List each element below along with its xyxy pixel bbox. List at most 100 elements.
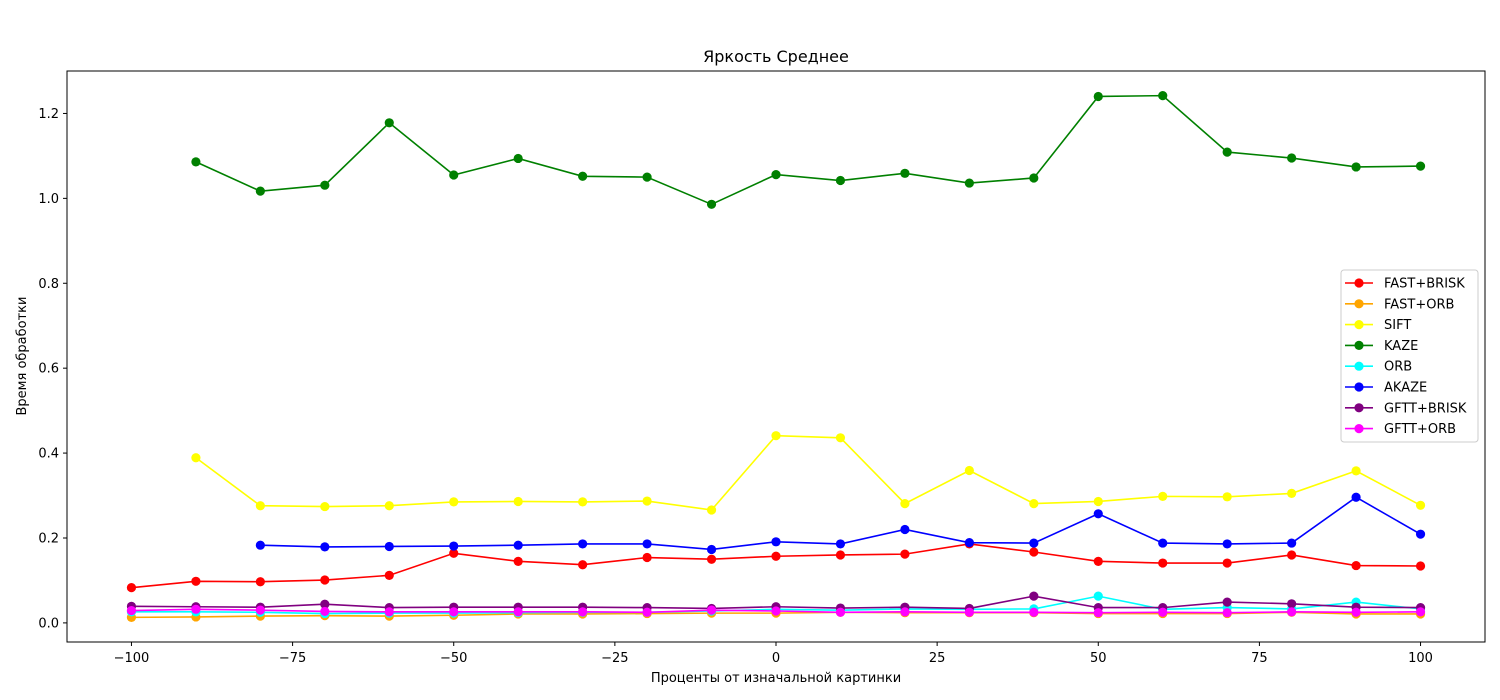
y-tick-label: 1.2 [38,107,59,122]
data-point [642,172,652,182]
series-line [195,434,1421,511]
data-point [255,186,265,196]
x-axis-label: Проценты от изначальной картинки [651,671,901,686]
series-kaze [191,91,1426,209]
data-point [1093,608,1103,618]
data-point [449,497,459,507]
data-point [578,497,588,507]
series-gftt-orb [126,604,1426,618]
data-point [320,575,330,585]
data-point [1029,591,1039,601]
legend-marker [1354,382,1364,392]
x-tick-label: 0 [772,651,780,666]
data-point [835,607,846,617]
data-point [449,170,459,180]
data-point [642,607,652,617]
data-point [964,538,974,548]
data-point [1093,496,1103,507]
legend-marker [1354,320,1364,330]
data-point [384,607,394,617]
legend-item: GFTT+ORB [1345,422,1456,437]
x-tick-label: −25 [601,651,628,666]
data-point [964,178,974,188]
data-point [1029,547,1039,557]
data-point [835,550,846,560]
data-point [706,505,717,515]
data-point [1351,607,1361,617]
data-point [771,537,781,547]
data-point [900,607,910,617]
legend-item: SIFT [1345,318,1411,333]
data-point [706,199,717,209]
x-tick-label: 100 [1408,651,1433,666]
legend-item: AKAZE [1345,381,1427,396]
data-point [1287,599,1297,609]
data-point [642,496,652,506]
data-point [320,501,330,512]
data-point [1158,491,1168,501]
legend-item: GFTT+BRISK [1345,401,1467,416]
data-point [513,556,523,566]
data-point [1415,561,1426,571]
legend-label: FAST+ORB [1384,297,1454,312]
data-point [1029,173,1039,183]
data-point [191,157,201,167]
data-point [1415,161,1426,171]
legend: FAST+BRISK FAST+ORB SIFT KAZE ORB AKAZE GFTT+B… [1340,269,1479,443]
y-tick-label: 0.2 [38,531,59,546]
data-point [1222,539,1232,549]
y-tick-label: 0.8 [38,277,59,292]
data-point [1287,607,1297,617]
data-point [642,552,652,563]
y-axis: 0.0 0.2 0.4 0.6 0.8 1.0 1.2 [38,107,67,631]
legend-item: ORB [1345,360,1412,375]
data-point [1093,509,1103,519]
data-point [578,607,588,617]
data-point [255,540,265,550]
legend-marker [1354,424,1364,434]
x-tick-label: −75 [279,651,306,666]
series-sift [191,431,1426,515]
data-point [1415,529,1426,539]
legend-marker [1354,299,1364,309]
data-point [578,560,588,570]
data-point [449,607,459,617]
legend-label: KAZE [1384,339,1418,354]
data-point [964,607,974,617]
data-point [191,576,201,586]
data-point [1287,550,1297,560]
data-point [449,541,459,551]
legend-box [1340,269,1479,443]
legend-label: ORB [1384,360,1412,375]
legend-marker [1354,361,1364,371]
data-point [320,542,330,552]
data-point [1158,558,1168,568]
data-point [900,549,910,559]
data-point [191,604,201,614]
x-tick-label: 25 [929,651,946,666]
x-tick-label: −100 [114,651,150,666]
data-point [384,501,394,511]
data-point [1287,538,1297,548]
data-point [900,524,910,535]
data-point [255,605,265,615]
data-point [126,583,137,593]
data-point [1029,607,1039,617]
data-point [835,175,846,186]
data-point [1158,607,1168,617]
x-axis: −100 −75 −50 −25 0 25 50 75 100 [114,642,1433,666]
data-point [384,570,394,580]
series-line [195,94,1421,206]
legend-label: SIFT [1384,318,1411,333]
legend-marker [1354,340,1364,350]
data-point [1222,558,1232,568]
data-point [255,501,265,511]
data-point [384,541,394,552]
data-point [1415,500,1426,510]
data-point [320,180,330,190]
data-point [642,539,652,549]
data-point [320,599,330,609]
data-point [513,153,523,164]
data-point [1222,147,1232,157]
